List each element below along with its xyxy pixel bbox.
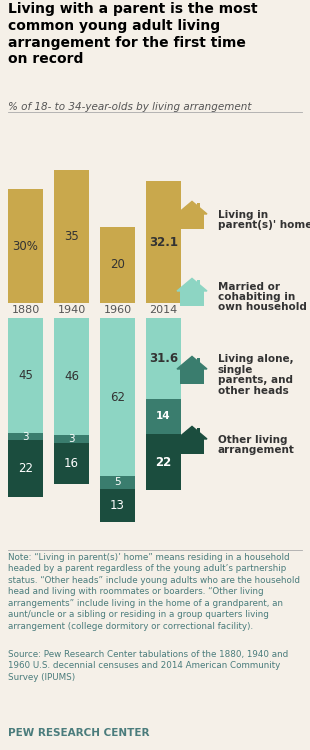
Bar <box>197 427 200 433</box>
Text: Married or: Married or <box>218 281 280 292</box>
Bar <box>197 202 200 208</box>
Text: 5: 5 <box>114 478 121 488</box>
Text: 13: 13 <box>110 499 125 512</box>
Text: cohabiting in: cohabiting in <box>218 292 295 302</box>
Text: 31.6: 31.6 <box>149 352 178 364</box>
Text: 30%: 30% <box>13 239 38 253</box>
Text: 3: 3 <box>68 434 75 444</box>
Bar <box>8 189 43 303</box>
Bar <box>54 435 89 443</box>
Text: own household: own household <box>218 302 307 313</box>
Text: arrangement: arrangement <box>218 446 295 455</box>
Text: Living with a parent is the most
common young adult living
arrangement for the f: Living with a parent is the most common … <box>8 2 258 66</box>
Bar <box>146 398 181 434</box>
Text: 16: 16 <box>64 457 79 470</box>
Text: 2014: 2014 <box>149 305 178 315</box>
Text: single: single <box>218 364 253 375</box>
Bar <box>100 489 135 522</box>
Bar <box>8 318 43 433</box>
Bar <box>8 433 43 440</box>
Bar <box>146 318 181 398</box>
Text: 62: 62 <box>110 391 125 404</box>
Text: PEW RESEARCH CENTER: PEW RESEARCH CENTER <box>8 728 149 738</box>
Bar <box>180 214 204 229</box>
Text: Living alone,: Living alone, <box>218 354 294 364</box>
Bar <box>180 439 204 454</box>
Bar <box>54 318 89 435</box>
Polygon shape <box>177 202 207 214</box>
Bar <box>197 358 200 364</box>
Text: % of 18- to 34-year-olds by living arrangement: % of 18- to 34-year-olds by living arran… <box>8 102 251 112</box>
Text: 45: 45 <box>18 369 33 382</box>
Bar <box>100 476 135 489</box>
Text: Other living: Other living <box>218 435 287 445</box>
Bar <box>180 369 204 384</box>
Bar <box>54 443 89 484</box>
Text: 3: 3 <box>22 431 29 442</box>
Text: Source: Pew Research Center tabulations of the 1880, 1940 and
1960 U.S. decennia: Source: Pew Research Center tabulations … <box>8 650 288 682</box>
Text: 32.1: 32.1 <box>149 236 178 248</box>
Text: 22: 22 <box>18 462 33 475</box>
Text: 35: 35 <box>64 230 79 243</box>
Text: Living in: Living in <box>218 210 268 220</box>
Text: 1880: 1880 <box>11 305 40 315</box>
Polygon shape <box>177 427 207 439</box>
Text: 20: 20 <box>110 259 125 272</box>
Bar <box>8 440 43 497</box>
Text: 14: 14 <box>156 412 171 422</box>
Bar <box>146 181 181 303</box>
Text: parents, and: parents, and <box>218 375 293 386</box>
Text: 22: 22 <box>155 456 172 469</box>
Polygon shape <box>177 356 207 369</box>
Bar <box>100 227 135 303</box>
Bar <box>54 170 89 303</box>
Text: other heads: other heads <box>218 386 289 396</box>
Bar <box>100 318 135 476</box>
Bar <box>180 291 204 306</box>
Text: 1940: 1940 <box>57 305 86 315</box>
Text: parent(s)' home: parent(s)' home <box>218 220 310 230</box>
Polygon shape <box>177 278 207 291</box>
Text: Note: “Living in parent(s)’ home” means residing in a household
headed by a pare: Note: “Living in parent(s)’ home” means … <box>8 553 300 631</box>
Bar <box>146 434 181 490</box>
Text: 1960: 1960 <box>104 305 131 315</box>
Bar <box>197 280 200 286</box>
Text: 46: 46 <box>64 370 79 383</box>
